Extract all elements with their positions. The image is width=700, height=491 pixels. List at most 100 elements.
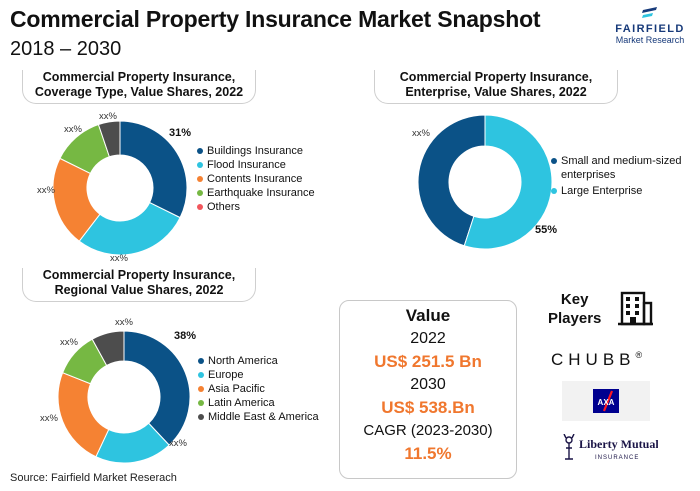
coverage-chart-title: Commercial Property Insurance, Coverage … — [22, 70, 256, 104]
legend-label: Asia Pacific — [208, 383, 265, 395]
data-label: xx% — [110, 253, 128, 264]
legend-label: Large Enterprise — [561, 185, 643, 197]
value-2030: US$ 538.Bn — [381, 398, 475, 417]
regional-title-line-2: Regional Value Shares, 2022 — [54, 283, 224, 297]
data-label: xx% — [412, 128, 430, 139]
logo-name: FAIRFIELD — [615, 23, 685, 35]
legend-swatch — [198, 372, 204, 378]
legend-item-buildings: Buildings Insurance — [197, 144, 315, 158]
page-title: Commercial Property Insurance Market Sna… — [10, 6, 541, 32]
logo-subtitle: Market Research — [615, 35, 685, 45]
legend-swatch — [197, 176, 203, 182]
legend-item-contents: Contents Insurance — [197, 172, 315, 186]
data-label: xx% — [64, 124, 82, 135]
cagr-value: 11.5% — [404, 444, 452, 463]
chubb-logo: CHUBB® — [551, 350, 643, 369]
value-year-2030: 2030 — [410, 376, 446, 393]
legend-swatch — [197, 190, 203, 196]
legend-label-line-1: Small and medium-sized — [561, 155, 682, 167]
legend-swatch — [197, 148, 203, 154]
regional-chart-title: Commercial Property Insurance, Regional … — [22, 268, 256, 302]
key-players-line-2: Players — [548, 310, 602, 327]
legend-item-latin-america: Latin America — [198, 396, 319, 410]
donut-slice-middle-east-america — [91, 330, 125, 367]
legend-label: Latin America — [208, 397, 275, 409]
legend-label: Earthquake Insurance — [207, 187, 315, 199]
data-label: 38% — [174, 330, 197, 342]
regional-title-line-1: Commercial Property Insurance, — [42, 268, 236, 282]
donut-slice-others — [97, 120, 121, 158]
data-label: xx% — [40, 413, 58, 424]
legend-label: Buildings Insurance — [207, 145, 304, 157]
page-subtitle: 2018 – 2030 — [10, 38, 122, 60]
data-label: 31% — [169, 127, 192, 139]
legend-label: Flood Insurance — [207, 159, 286, 171]
market-value-box: Value 2022 US$ 251.5 Bn 2030 US$ 538.Bn … — [339, 300, 517, 479]
data-label: 55% — [535, 224, 558, 236]
coverage-donut-chart — [52, 120, 188, 256]
data-label: xx% — [99, 111, 117, 122]
legend-swatch — [197, 162, 203, 168]
axa-logo-mark: AXA — [593, 389, 619, 413]
enterprise-title-line-2: Enterprise, Value Shares, 2022 — [405, 85, 587, 99]
data-label: xx% — [169, 438, 187, 449]
logo-mark-icon — [642, 7, 657, 18]
donut-slice-asia-pacific — [57, 372, 110, 458]
legend-item-north-america: North America — [198, 354, 319, 368]
legend-label: Contents Insurance — [207, 173, 303, 185]
coverage-title-line-1: Commercial Property Insurance, — [42, 70, 236, 84]
legend-label: Small and medium-sized enterprises — [561, 154, 681, 182]
legend-item-earthquake: Earthquake Insurance — [197, 186, 315, 200]
value-heading: Value — [405, 306, 451, 325]
chubb-logo-text: CHUBB — [551, 350, 636, 369]
legend-item-middle-east: Middle East & America — [198, 410, 319, 424]
legend-swatch — [197, 204, 203, 210]
legend-swatch — [551, 158, 557, 164]
data-label: xx% — [115, 317, 133, 328]
key-players-heading: Key Players — [548, 290, 601, 328]
enterprise-legend: Small and medium-sized enterprises Large … — [551, 154, 681, 198]
source-note: Source: Fairfield Market Reserach — [10, 472, 177, 484]
coverage-legend: Buildings Insurance Flood Insurance Cont… — [197, 144, 315, 214]
enterprise-chart-title: Commercial Property Insurance, Enterpris… — [374, 70, 618, 104]
regional-donut-chart — [57, 330, 191, 464]
liberty-mutual-logo-mark: Liberty Mutual. INSURANCE — [563, 433, 662, 461]
legend-label: North America — [208, 355, 278, 367]
legend-item-asia-pacific: Asia Pacific — [198, 382, 319, 396]
data-label: xx% — [60, 337, 78, 348]
donut-slice-small-and-medium-sized-enterprises — [417, 114, 486, 247]
key-players-line-1: Key — [560, 291, 589, 308]
axa-logo-text: AXA — [598, 398, 615, 407]
donut-slice-large-enterprise — [463, 114, 553, 250]
donut-slice-flood-insurance — [78, 201, 181, 256]
legend-item-europe: Europe — [198, 368, 319, 382]
value-year-2022: 2022 — [410, 330, 446, 347]
donut-slice-buildings-insurance — [119, 120, 188, 219]
liberty-mutual-logo: Liberty Mutual. INSURANCE — [562, 433, 662, 464]
cagr-label: CAGR (2023-2030) — [363, 422, 493, 439]
legend-swatch — [198, 414, 204, 420]
data-label: xx% — [37, 185, 55, 196]
legend-item-sme: Small and medium-sized enterprises — [551, 154, 681, 182]
axa-logo: AXA — [562, 381, 650, 421]
legend-swatch — [198, 400, 204, 406]
legend-item-others: Others — [197, 200, 315, 214]
enterprise-title-line-1: Commercial Property Insurance, — [399, 70, 593, 84]
coverage-title-line-2: Coverage Type, Value Shares, 2022 — [34, 85, 244, 99]
legend-swatch — [551, 188, 557, 194]
legend-swatch — [198, 358, 204, 364]
company-logo: FAIRFIELD Market Research — [604, 6, 696, 45]
legend-item-flood: Flood Insurance — [197, 158, 315, 172]
regional-legend: North America Europe Asia Pacific Latin … — [198, 354, 319, 424]
enterprise-donut-chart — [417, 114, 553, 250]
liberty-logo-text: Liberty Mutual. — [579, 437, 658, 451]
legend-swatch — [198, 386, 204, 392]
legend-label-line-2: enterprises — [561, 169, 616, 181]
legend-label: Others — [207, 201, 241, 213]
liberty-logo-subtext: INSURANCE — [595, 455, 639, 461]
legend-label: Middle East & America — [208, 411, 319, 423]
legend-item-large: Large Enterprise — [551, 184, 681, 198]
value-2022: US$ 251.5 Bn — [374, 352, 482, 371]
building-icon — [618, 291, 653, 326]
donut-slice-north-america — [123, 330, 191, 446]
